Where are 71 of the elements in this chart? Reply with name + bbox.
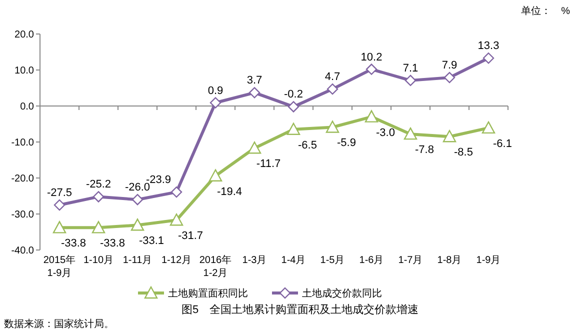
x-tick-label: 1-7月 [398, 255, 423, 266]
point [132, 194, 144, 206]
data-label: -7.8 [415, 144, 434, 156]
y-tick-label: -10.0 [11, 138, 34, 148]
point [52, 221, 66, 234]
data-label: -6.1 [493, 138, 512, 150]
y-tick-label: -30.0 [11, 210, 34, 220]
data-label: -33.8 [60, 238, 86, 250]
point [482, 121, 496, 134]
point [286, 122, 300, 135]
data-label: 4.7 [324, 71, 340, 84]
text: 单位： % [521, 5, 570, 17]
data-label: -33.1 [138, 235, 164, 248]
point [404, 74, 416, 86]
data-label: -26.0 [124, 182, 150, 194]
data-label: 3.7 [246, 74, 262, 87]
point [326, 120, 340, 133]
point [288, 101, 300, 112]
point [54, 199, 66, 211]
point [248, 87, 260, 98]
x-tick-label: 1-5月 [320, 255, 345, 266]
point [170, 214, 184, 226]
y-tick-label: 20.0 [14, 30, 34, 40]
data-label: -0.2 [284, 88, 303, 101]
x-tick-label: 1-6月 [359, 255, 384, 266]
point [170, 186, 182, 198]
data-label: 0.9 [208, 84, 224, 97]
data-label: 10.2 [360, 51, 382, 64]
x-tick-label: 2016年 1-2月 [199, 254, 232, 279]
data-label: -8.5 [454, 146, 473, 159]
data-label: 7.1 [402, 62, 418, 74]
point [92, 191, 104, 202]
x-tick-label: 1-12月 [161, 255, 192, 266]
data-label: -11.7 [256, 158, 281, 170]
y-tick-label: 10.0 [14, 66, 34, 76]
point [482, 52, 494, 64]
point [444, 72, 456, 84]
data-label: -3.0 [376, 126, 395, 139]
data-label: -25.2 [86, 178, 112, 191]
legend-label: 土地成交价款同比 [302, 288, 382, 300]
x-tick-label: 1-10月 [83, 255, 114, 266]
point [404, 127, 418, 140]
point [208, 169, 222, 182]
point [442, 130, 456, 142]
point [364, 110, 378, 122]
data-label: -27.5 [46, 187, 72, 199]
y-tick-label: -20.0 [11, 174, 34, 184]
x-tick-label: 1-11月 [122, 255, 152, 266]
source-note: 数据来源：国家统计局。 [4, 318, 114, 330]
y-tick-label: 0.0 [20, 102, 34, 112]
point [210, 97, 222, 108]
data-label: 7.9 [442, 60, 458, 72]
x-tick-label: 2015年 1-9月 [43, 254, 76, 279]
y-tick-label: -40.0 [11, 246, 34, 256]
point [326, 83, 338, 95]
point [366, 64, 378, 75]
x-tick-label: 1-8月 [437, 255, 462, 266]
point [130, 218, 144, 231]
x-tick-label: 1-3月 [242, 255, 267, 266]
data-label: -33.8 [100, 238, 126, 250]
legend-label: 土地购置面积同比 [168, 288, 248, 300]
x-tick-label: 1-4月 [281, 255, 306, 266]
x-tick-label: 1-9月 [476, 255, 501, 266]
data-label: -19.4 [216, 186, 242, 198]
data-label: -31.7 [178, 230, 204, 242]
point [248, 142, 262, 154]
data-label: -6.5 [298, 139, 317, 152]
data-label: 13.3 [478, 40, 500, 52]
point [92, 221, 106, 234]
data-label: -5.9 [337, 137, 356, 150]
text: 图5 全国土地累计购置面积及土地成交价款增速 [181, 303, 419, 316]
